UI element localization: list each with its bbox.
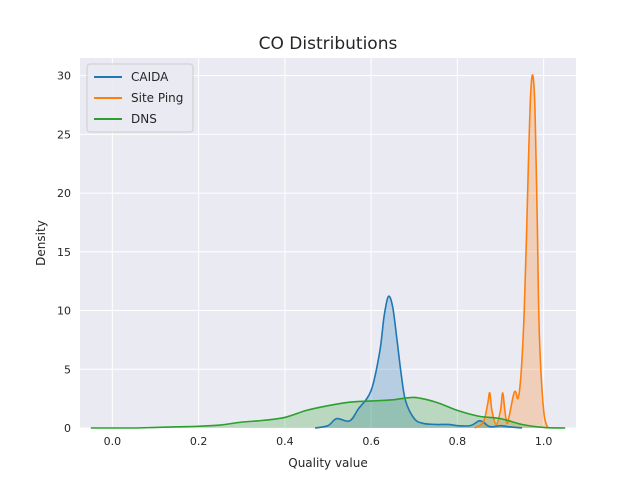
x-tick-label: 0.0 — [104, 435, 122, 448]
y-tick-label: 10 — [57, 305, 71, 318]
density-area-dns — [90, 397, 566, 428]
density-line-caida — [314, 295, 523, 429]
x-tick-label: 0.2 — [190, 435, 208, 448]
y-tick-label: 5 — [64, 363, 71, 376]
y-tick-label: 30 — [57, 70, 71, 83]
x-tick-labels: 0.0 0.2 0.4 0.6 0.8 1.0 — [104, 435, 553, 448]
y-tick-label: 25 — [57, 128, 71, 141]
x-tick-label: 1.0 — [535, 435, 553, 448]
legend-box — [86, 63, 194, 133]
x-tick-label: 0.4 — [276, 435, 294, 448]
chart-title: CO Distributions — [259, 34, 398, 54]
density-line-site-ping — [474, 74, 549, 429]
grid-lines — [80, 58, 576, 429]
legend-label: CAIDA — [131, 70, 169, 84]
x-axis-label: Quality value — [288, 456, 367, 470]
legend: CAIDA Site Ping DNS — [86, 63, 194, 133]
y-tick-labels: 0 5 10 15 20 25 30 — [57, 70, 71, 435]
y-tick-label: 15 — [57, 246, 71, 259]
y-tick-label: 0 — [64, 422, 71, 435]
legend-label: Site Ping — [131, 91, 183, 105]
y-axis-label: Density — [34, 220, 48, 266]
x-tick-label: 0.6 — [362, 435, 380, 448]
y-tick-label: 20 — [57, 187, 71, 200]
density-lines — [90, 74, 566, 429]
x-tick-label: 0.8 — [449, 435, 467, 448]
density-area-site-ping — [474, 74, 548, 428]
density-areas — [90, 74, 566, 428]
density-line-dns — [90, 396, 566, 429]
legend-label: DNS — [131, 112, 157, 126]
